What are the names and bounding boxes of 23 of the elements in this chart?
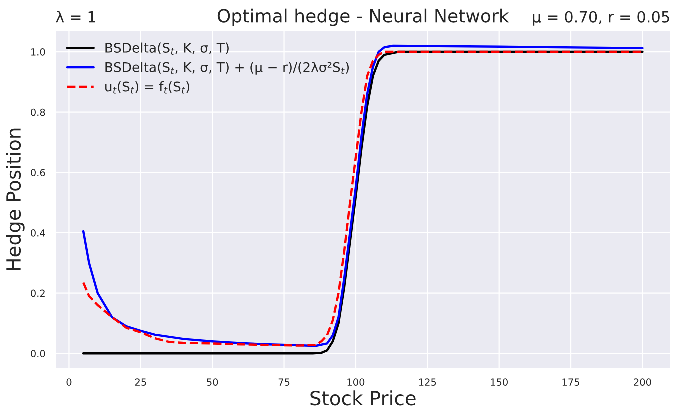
x-tick-label: 125: [419, 378, 436, 386]
text: u$_{t}$(S$_{t}$) = f$_{t}$(S$_{t}$): [106, 82, 190, 94]
x-tick-label: 25: [135, 378, 146, 386]
y-tick-label: 0.4: [31, 229, 46, 237]
y-tick-label: 0.6: [31, 169, 46, 177]
x-tick-label: 200: [634, 378, 652, 386]
x-tick-label: 100: [348, 378, 365, 386]
y-tick-label: 0.2: [31, 290, 45, 298]
x-tick-label: 150: [491, 378, 508, 386]
text: μ = 0.70, r = 0.05: [533, 11, 670, 26]
x-tick-label: 0: [66, 378, 72, 386]
x-tick-label: 75: [278, 378, 290, 386]
x-tick-label: 175: [562, 378, 580, 386]
x-tick-label: 50: [207, 378, 218, 386]
y-tick-label: 1.0: [31, 48, 46, 56]
y-tick-label: 0.8: [31, 108, 46, 116]
legend-label: BSDelta(S$_{t}$, K, σ, T): [106, 42, 229, 55]
y-axis-title: Hedge Position: [6, 128, 25, 270]
chart-title: Optimal hedge - Neural Network: [218, 8, 510, 26]
y-tick-label: 0.0: [31, 350, 46, 358]
legend-label: BSDelta(S$_{t}$, K, σ, T) + (μ − r)/(2λσ²S$_{t}$): [106, 62, 350, 75]
text: λ = 1: [56, 11, 96, 23]
x-axis-title: Stock Price: [310, 390, 416, 406]
